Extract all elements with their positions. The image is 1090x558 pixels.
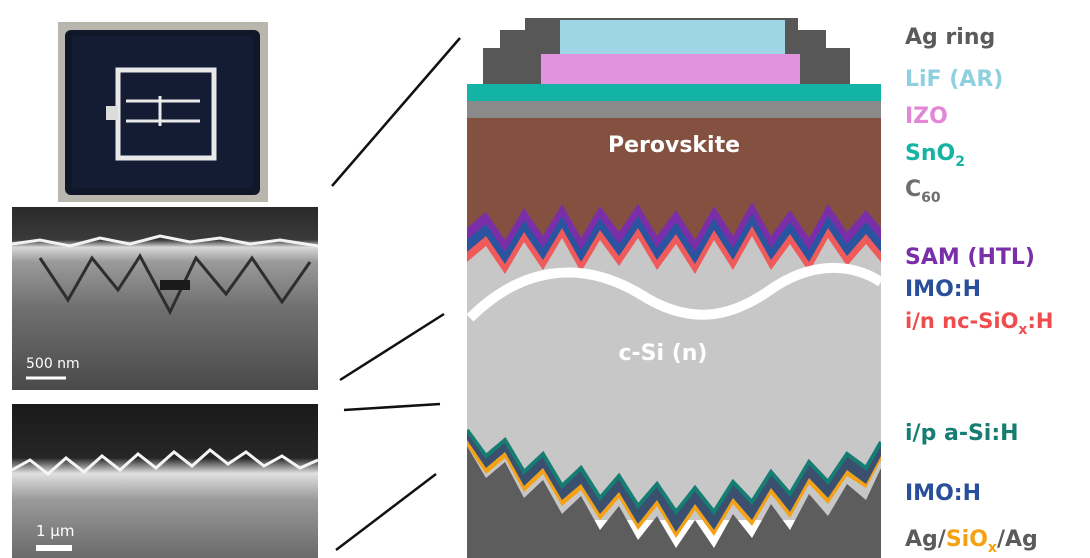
legend-izo: IZO (905, 104, 948, 129)
legend-imo-h-rear: IMO:H (905, 481, 981, 506)
layer-stack: Perovskite c-Si (n) (467, 18, 881, 558)
device-photo (58, 22, 268, 202)
legend-sam-htl: SAM (HTL) (905, 245, 1035, 270)
sem-image-top: 500 nm (11, 207, 319, 390)
legend-ag-siox-ag: Ag/SiOx/Ag (905, 527, 1038, 556)
a-si-layer (467, 428, 881, 516)
legend-sno2: SnO2 (905, 141, 965, 170)
csi-wave (467, 262, 881, 322)
ag-rear (467, 446, 881, 558)
legend-lif: LiF (AR) (905, 67, 1003, 92)
legend-c60: C60 (905, 177, 941, 206)
c60-layer (467, 101, 881, 119)
legend-nc-siox: i/n nc-SiOx:H (905, 309, 1053, 338)
csi-label: c-Si (n) (619, 341, 708, 366)
legend-a-si: i/p a-Si:H (905, 421, 1019, 446)
izo-layer (541, 54, 800, 84)
sem-image-bottom: 1 μm (11, 404, 319, 558)
scalebar-label-bottom: 1 μm (36, 522, 74, 540)
csi-body (467, 236, 881, 520)
scalebar-label-top: 500 nm (26, 356, 80, 372)
sno2-layer (467, 84, 881, 101)
legend-imo-h-top: IMO:H (905, 277, 981, 302)
layer-legend: Ag ring LiF (AR) IZO SnO2 C60 SAM (HTL) … (905, 25, 1053, 556)
zoom-lines (331, 37, 461, 551)
lif-layer (560, 20, 785, 54)
perovskite-label: Perovskite (608, 133, 740, 158)
legend-ag-ring: Ag ring (905, 25, 995, 50)
